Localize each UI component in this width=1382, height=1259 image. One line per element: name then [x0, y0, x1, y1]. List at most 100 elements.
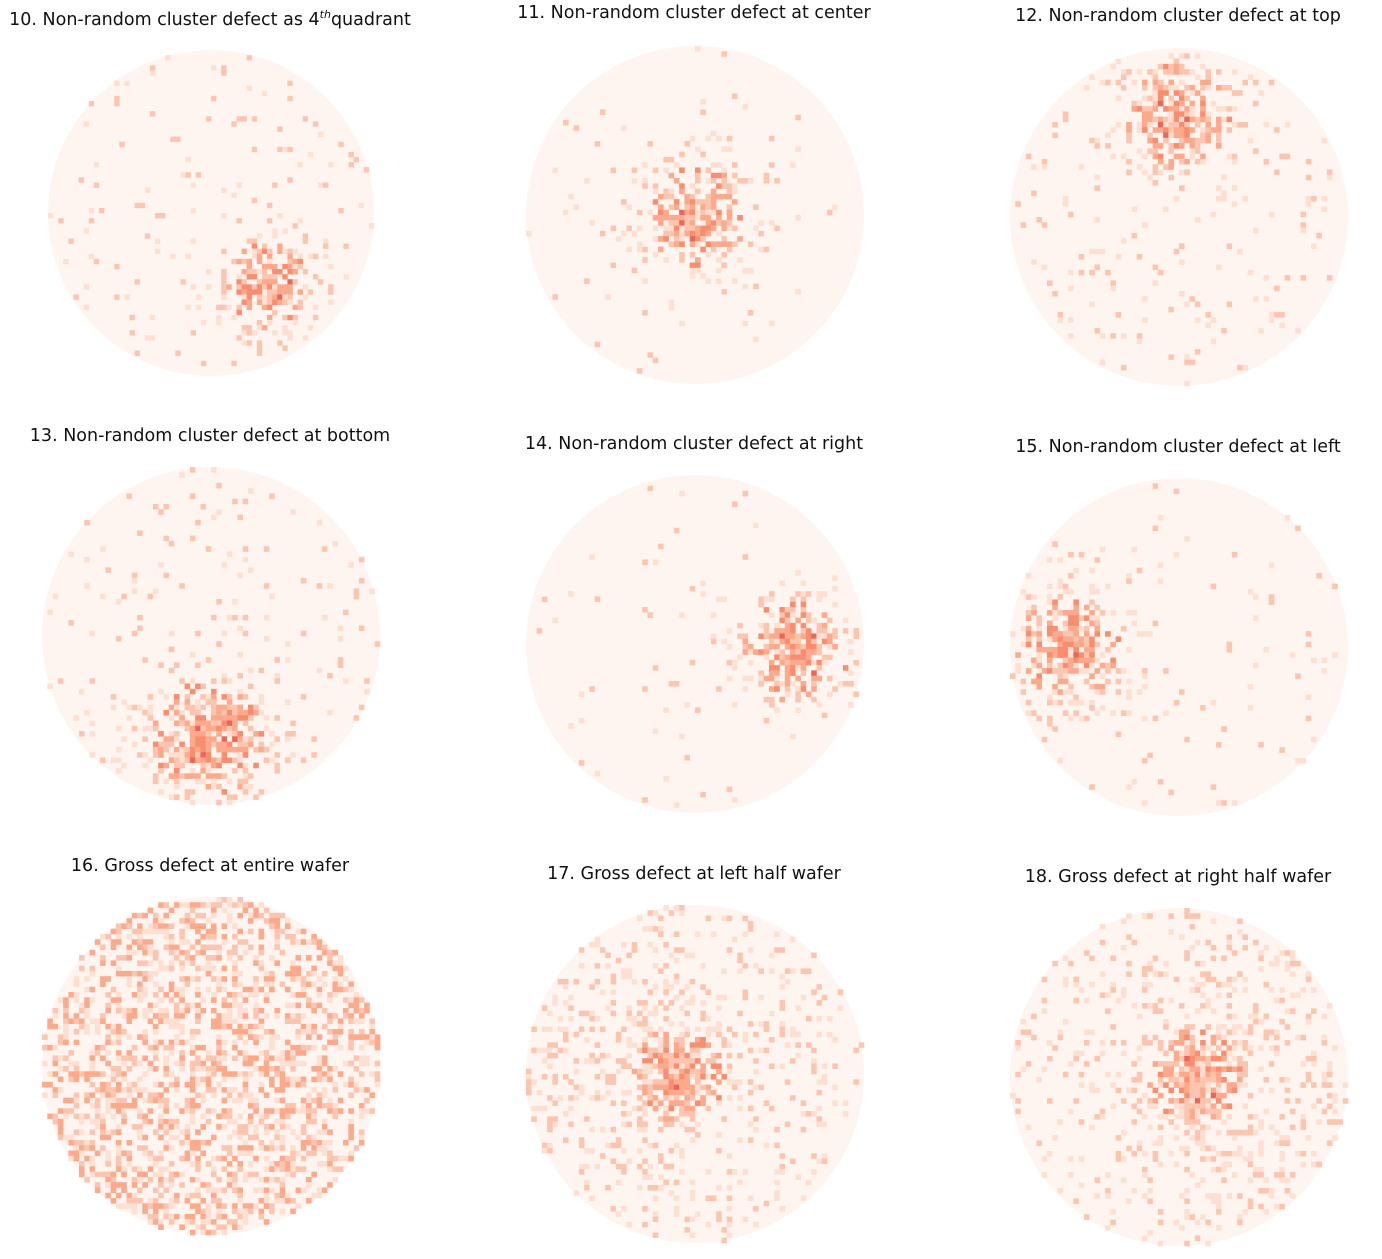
defect-cell — [1057, 312, 1064, 318]
defect-cell — [1189, 127, 1196, 133]
defect-cell — [174, 783, 180, 790]
defect-cell — [1120, 625, 1127, 632]
defect-cell — [205, 1108, 212, 1114]
defect-cell — [689, 1089, 696, 1096]
defect-cell — [636, 1147, 643, 1154]
panel-title-16: 16. Gross defect at entire wafer — [70, 856, 350, 876]
defect-cell — [237, 1034, 243, 1040]
defect-cell — [610, 225, 617, 232]
defect-cell — [242, 1176, 249, 1183]
defect-cell — [185, 156, 191, 163]
defect-cell — [279, 1066, 286, 1072]
defect-cell — [89, 1129, 96, 1135]
defect-cell — [152, 992, 159, 998]
defect-cell — [306, 1002, 312, 1009]
defect-cell — [784, 617, 791, 624]
defect-cell — [1152, 143, 1159, 149]
defect-cell — [195, 1007, 201, 1014]
defect-cell — [832, 575, 838, 581]
defect-cell — [226, 1171, 233, 1178]
defect-cell — [1131, 106, 1138, 112]
defect-cell — [1295, 525, 1301, 532]
defect-cell — [610, 1206, 617, 1212]
defect-cell — [158, 762, 164, 769]
defect-cell — [663, 1179, 669, 1186]
defect-cell — [1226, 1045, 1233, 1051]
defect-cell — [1036, 683, 1042, 690]
defect-cell — [105, 1050, 111, 1056]
defect-cell — [292, 263, 298, 270]
defect-cell — [626, 968, 632, 974]
defect-cell — [232, 1029, 238, 1035]
defect-cell — [295, 1108, 302, 1114]
defect-cell — [154, 238, 161, 244]
defect-cell — [526, 1068, 532, 1075]
defect-cell — [242, 715, 249, 721]
defect-cell — [211, 1007, 217, 1014]
defect-cell — [1115, 997, 1122, 1004]
defect-cell — [226, 1219, 233, 1225]
defect-cell — [668, 1100, 675, 1106]
defect-cell — [742, 1216, 749, 1223]
defect-cell — [295, 965, 302, 972]
defect-cell — [195, 1161, 201, 1167]
defect-cell — [189, 535, 196, 542]
defect-cell — [302, 284, 309, 290]
defect-cell — [189, 773, 196, 779]
defect-cell — [353, 1018, 360, 1025]
defect-cell — [1089, 699, 1095, 706]
defect-cell — [1184, 380, 1190, 387]
defect-cell — [115, 1034, 122, 1040]
defect-cell — [184, 1039, 191, 1046]
defect-cell — [1025, 699, 1032, 706]
defect-cell — [673, 978, 680, 985]
defect-cell — [353, 992, 360, 998]
defect-cell — [1258, 1150, 1264, 1157]
defect-cell — [1326, 169, 1333, 176]
defect-cell — [1194, 121, 1201, 128]
defect-cell — [205, 694, 212, 700]
defect-cell — [552, 617, 558, 624]
defect-cell — [800, 612, 807, 618]
defect-cell — [73, 1145, 80, 1151]
defect-cell — [1194, 1119, 1201, 1125]
defect-cell — [679, 188, 685, 195]
defect-cell — [211, 762, 217, 769]
defect-cell — [811, 649, 817, 655]
defect-cell — [1184, 1050, 1190, 1057]
defect-cell — [763, 675, 770, 682]
defect-cell — [584, 178, 590, 184]
defect-cell — [195, 1018, 201, 1025]
defect-cell — [795, 691, 801, 698]
defect-cell — [774, 633, 780, 640]
defect-cell — [256, 319, 263, 326]
defect-cell — [232, 1187, 238, 1194]
defect-cell — [338, 141, 344, 148]
defect-cell — [1215, 1224, 1222, 1231]
defect-cell — [263, 636, 270, 642]
defect-cell — [1189, 1082, 1196, 1088]
defect-cell — [800, 659, 807, 666]
defect-cell — [332, 965, 339, 972]
defect-cell — [1126, 127, 1132, 133]
defect-cell — [184, 704, 191, 711]
defect-cell — [232, 970, 238, 977]
defect-cell — [147, 1166, 154, 1172]
defect-cell — [689, 225, 696, 232]
defect-cell — [211, 783, 217, 790]
defect-cell — [1089, 673, 1095, 679]
defect-cell — [246, 238, 253, 244]
defect-cell — [300, 1060, 307, 1067]
defect-cell — [158, 1166, 164, 1172]
defect-cell — [1152, 620, 1159, 627]
defect-cell — [1332, 1045, 1338, 1051]
defect-cell — [163, 1139, 170, 1146]
defect-cell — [353, 1055, 360, 1062]
defect-cell — [158, 1097, 164, 1104]
defect-cell — [1062, 657, 1069, 664]
defect-cell — [369, 1092, 376, 1098]
defect-cell — [1252, 79, 1259, 86]
defect-cell — [163, 1187, 170, 1194]
defect-cell — [126, 1161, 133, 1167]
defect-cell — [267, 319, 273, 326]
